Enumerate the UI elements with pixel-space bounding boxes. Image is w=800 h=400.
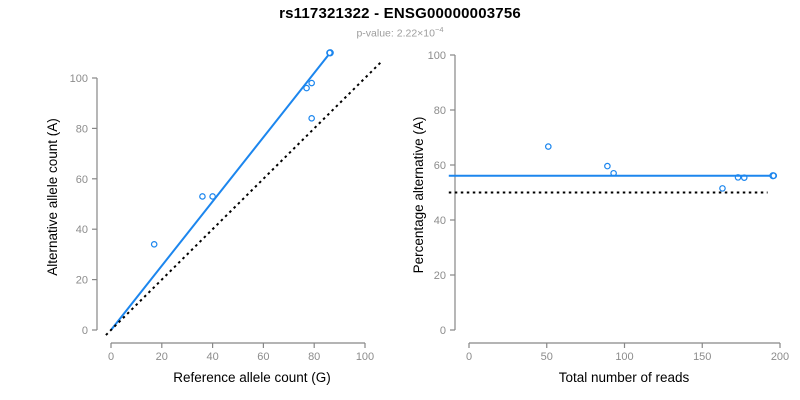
figure-title: rs117321322 - ENSG00000003756 bbox=[279, 5, 521, 22]
x-tick-label: 100 bbox=[615, 351, 633, 363]
x-tick-label: 0 bbox=[108, 351, 114, 363]
data-point bbox=[604, 162, 611, 170]
y-tick-label: 60 bbox=[434, 160, 446, 172]
x-tick-label: 20 bbox=[156, 351, 168, 363]
data-point bbox=[209, 193, 216, 200]
y-axis-title: Alternative allele count (A) bbox=[45, 118, 60, 276]
pvalue-text: p-value: 2.22×10 bbox=[356, 27, 435, 40]
x-tick-label: 80 bbox=[308, 351, 320, 363]
y-tick-label: 100 bbox=[428, 50, 446, 62]
y-tick-label: 80 bbox=[434, 105, 446, 117]
y-tick-label: 100 bbox=[70, 73, 88, 85]
x-tick-label: 100 bbox=[356, 351, 374, 363]
data-point bbox=[308, 115, 315, 122]
figure-subtitle: p-value: 2.22×10−4 bbox=[0, 25, 800, 40]
allele-counts-plot: 0 20 40 60 80 100 0 20 40 60 80 100 Reference allele… bbox=[45, 49, 384, 385]
data-point bbox=[545, 143, 552, 150]
data-point bbox=[326, 49, 333, 57]
y-tick-label: 20 bbox=[434, 270, 446, 282]
y-tick-label: 40 bbox=[434, 215, 446, 227]
percentage-vs-reads-plot: 0 50 100 150 200 0 20 40 60 80 100 Total number of … bbox=[411, 50, 789, 385]
identity-line bbox=[105, 59, 384, 336]
y-tick-label: 0 bbox=[440, 325, 446, 337]
x-tick-label: 0 bbox=[466, 351, 472, 363]
y-tick-label: 80 bbox=[76, 123, 88, 135]
data-point bbox=[719, 185, 726, 192]
x-tick-label: 200 bbox=[771, 351, 789, 363]
data-point bbox=[303, 84, 310, 92]
y-tick-label: 20 bbox=[76, 275, 88, 287]
regression-line bbox=[110, 52, 331, 331]
data-point bbox=[734, 174, 742, 181]
x-tick-label: 150 bbox=[693, 351, 711, 363]
x-tick-label: 40 bbox=[206, 351, 218, 363]
data-point bbox=[199, 193, 206, 200]
y-tick-label: 40 bbox=[76, 224, 88, 236]
data-point bbox=[740, 174, 748, 181]
data-point bbox=[610, 169, 617, 177]
x-axis-title: Total number of reads bbox=[559, 370, 690, 385]
data-point bbox=[308, 79, 315, 87]
y-tick-label: 0 bbox=[82, 325, 88, 337]
pvalue-exponent: −4 bbox=[434, 25, 444, 34]
x-axis-title: Reference allele count (G) bbox=[173, 370, 331, 385]
data-point bbox=[770, 172, 778, 180]
data-point bbox=[150, 241, 158, 248]
y-axis-title: Percentage alternative (A) bbox=[411, 117, 426, 274]
y-tick-label: 60 bbox=[76, 174, 88, 186]
x-tick-label: 50 bbox=[541, 351, 553, 363]
x-tick-label: 60 bbox=[257, 351, 269, 363]
